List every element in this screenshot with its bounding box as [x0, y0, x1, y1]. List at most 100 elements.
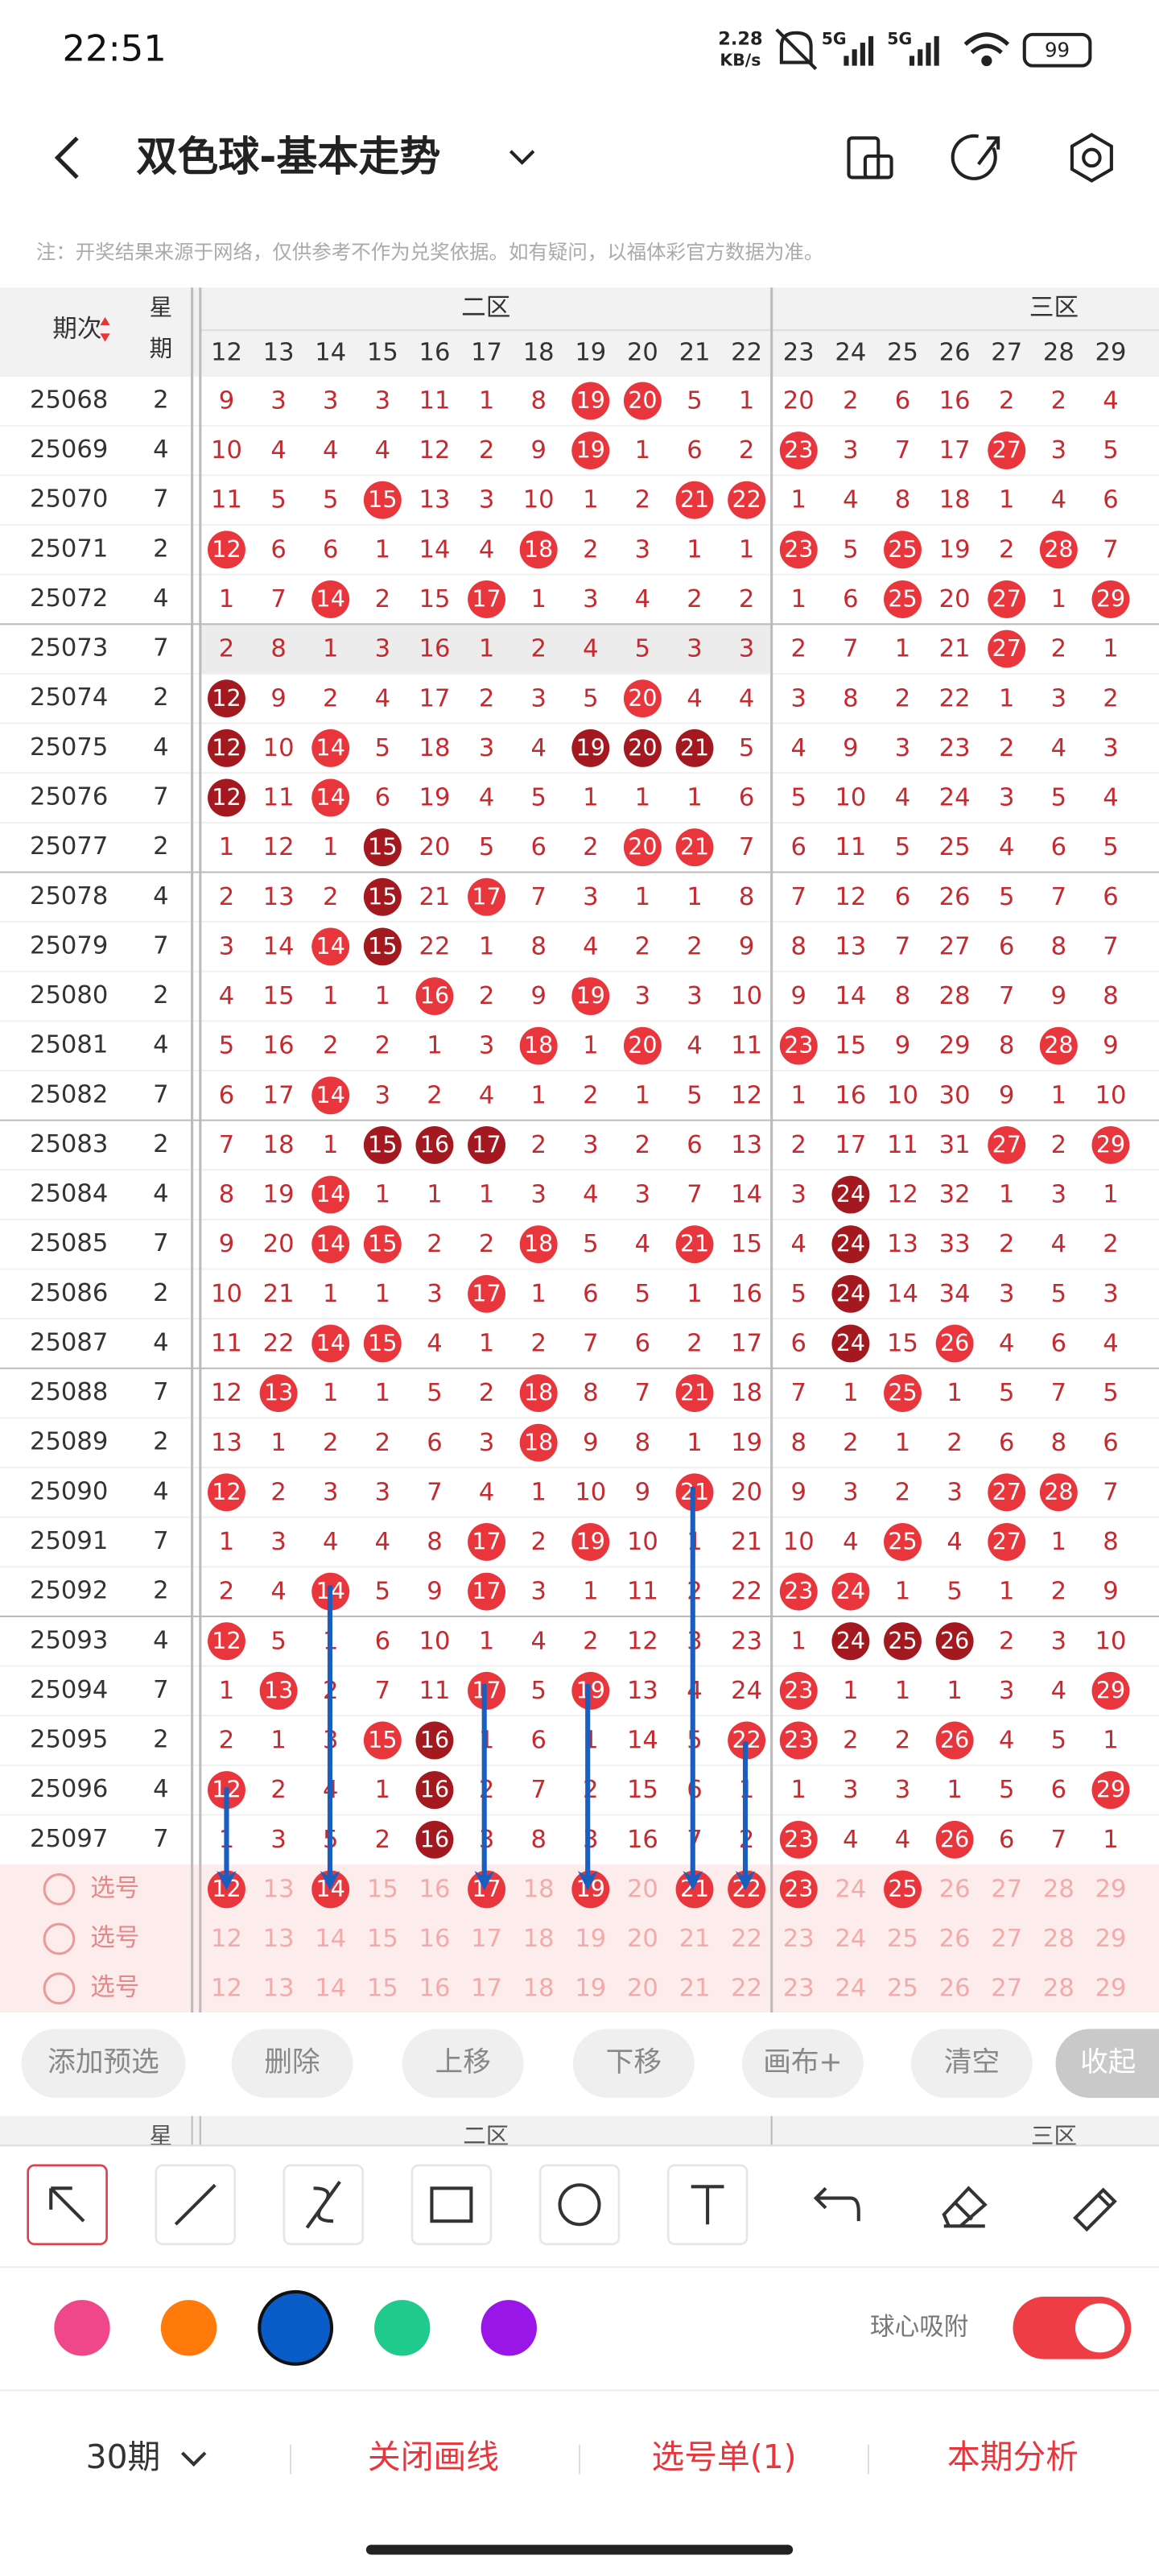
- ball-number[interactable]: 19: [576, 1875, 605, 1902]
- footer-button[interactable]: 关闭画线: [368, 2438, 499, 2476]
- period-header[interactable]: 期次: [52, 316, 101, 344]
- ball-number: 23: [784, 1825, 813, 1852]
- select-number[interactable]: 15: [367, 1875, 398, 1903]
- select-number[interactable]: 19: [575, 1925, 606, 1953]
- select-number[interactable]: 19: [575, 1975, 606, 2003]
- select-number[interactable]: 12: [211, 1975, 242, 2003]
- select-number[interactable]: 28: [1043, 1975, 1074, 2003]
- select-number[interactable]: 14: [315, 1925, 346, 1953]
- select-radio[interactable]: [43, 1922, 76, 1955]
- select-number[interactable]: 27: [991, 1925, 1022, 1953]
- select-number[interactable]: 12: [211, 1925, 242, 1953]
- select-number[interactable]: 23: [783, 1925, 815, 1953]
- button-bg[interactable]: [402, 2029, 524, 2099]
- tool-clear[interactable]: [1073, 2187, 1117, 2232]
- ball[interactable]: [884, 1870, 922, 1909]
- select-number[interactable]: 27: [991, 1975, 1022, 2003]
- action-button[interactable]: 下移: [606, 2046, 662, 2079]
- select-number[interactable]: 26: [939, 1875, 971, 1903]
- color-swatch[interactable]: [160, 2300, 217, 2356]
- select-number[interactable]: 29: [1095, 1875, 1127, 1903]
- tool-undo[interactable]: [813, 2186, 860, 2222]
- ball-number[interactable]: 25: [888, 1875, 917, 1902]
- select-number[interactable]: 24: [835, 1975, 866, 2003]
- tool-frame[interactable]: [283, 2164, 365, 2246]
- select-number[interactable]: 20: [627, 1925, 658, 1953]
- share-button[interactable]: [951, 134, 1000, 180]
- select-number[interactable]: 21: [679, 1925, 711, 1953]
- tool-circle[interactable]: [558, 2183, 601, 2227]
- color-swatch[interactable]: [54, 2300, 110, 2356]
- button-bg[interactable]: [21, 2029, 186, 2099]
- tool-frame[interactable]: [27, 2164, 108, 2246]
- tool-line[interactable]: [174, 2183, 217, 2226]
- select-number[interactable]: 14: [315, 1975, 346, 2003]
- button-bg[interactable]: [1055, 2029, 1159, 2099]
- action-button[interactable]: 删除: [264, 2046, 320, 2079]
- select-number[interactable]: 15: [367, 1975, 398, 2003]
- select-number[interactable]: 20: [627, 1875, 658, 1903]
- ball[interactable]: [779, 1870, 818, 1909]
- action-button[interactable]: 添加预选: [47, 2046, 159, 2079]
- select-number[interactable]: 24: [835, 1875, 866, 1903]
- select-number[interactable]: 20: [627, 1975, 658, 2003]
- settings-button[interactable]: [1070, 132, 1113, 183]
- tool-select[interactable]: [49, 2186, 85, 2223]
- select-radio[interactable]: [43, 1972, 76, 2005]
- select-radio[interactable]: [43, 1873, 76, 1905]
- select-number[interactable]: 13: [263, 1925, 295, 1953]
- select-number[interactable]: 25: [887, 1975, 918, 2003]
- select-number[interactable]: 24: [835, 1925, 866, 1953]
- tool-frame[interactable]: [538, 2164, 621, 2246]
- select-number[interactable]: 13: [263, 1875, 295, 1903]
- action-button[interactable]: 上移: [435, 2046, 491, 2079]
- title-dropdown[interactable]: [509, 150, 535, 165]
- tool-rect[interactable]: [430, 2186, 473, 2223]
- select-number[interactable]: 28: [1043, 1875, 1074, 1903]
- action-button[interactable]: 清空: [944, 2046, 1000, 2079]
- back-button[interactable]: [54, 136, 79, 180]
- action-button[interactable]: 收起: [1080, 2046, 1136, 2079]
- select-number[interactable]: 29: [1095, 1925, 1127, 1953]
- select-number[interactable]: 18: [523, 1875, 555, 1903]
- rotate-button[interactable]: [847, 136, 893, 180]
- tool-curve[interactable]: [305, 2180, 341, 2229]
- tool-text[interactable]: [691, 2185, 724, 2225]
- select-number[interactable]: 28: [1043, 1925, 1074, 1953]
- select-number[interactable]: 26: [939, 1925, 971, 1953]
- tool-frame[interactable]: [410, 2164, 493, 2246]
- action-button[interactable]: 画布+: [763, 2046, 842, 2079]
- select-number[interactable]: 16: [419, 1875, 450, 1903]
- footer-button[interactable]: 选号单(1): [651, 2438, 796, 2476]
- period-select[interactable]: 30期: [86, 2438, 161, 2476]
- color-swatch[interactable]: [374, 2300, 431, 2356]
- select-number[interactable]: 22: [731, 1925, 762, 1953]
- select-number[interactable]: 27: [991, 1875, 1022, 1903]
- button-bg[interactable]: [741, 2029, 864, 2099]
- footer-button[interactable]: 本期分析: [947, 2438, 1079, 2476]
- select-number[interactable]: 17: [471, 1925, 502, 1953]
- tool-frame[interactable]: [155, 2164, 237, 2246]
- button-bg[interactable]: [231, 2029, 353, 2099]
- tool-eraser[interactable]: [942, 2186, 988, 2228]
- select-number[interactable]: 15: [367, 1925, 398, 1953]
- select-number[interactable]: 21: [679, 1975, 711, 2003]
- select-number[interactable]: 16: [419, 1925, 450, 1953]
- select-number[interactable]: 13: [263, 1975, 295, 2003]
- select-number[interactable]: 25: [887, 1925, 918, 1953]
- select-number[interactable]: 26: [939, 1975, 971, 2003]
- color-swatch[interactable]: [258, 2289, 334, 2366]
- color-swatch[interactable]: [481, 2300, 537, 2356]
- button-bg[interactable]: [572, 2029, 695, 2099]
- select-number[interactable]: 22: [731, 1975, 762, 2003]
- select-number[interactable]: 16: [419, 1975, 450, 2003]
- select-number[interactable]: 18: [523, 1925, 555, 1953]
- ball-number[interactable]: 23: [784, 1875, 813, 1902]
- select-number[interactable]: 29: [1095, 1975, 1127, 2003]
- select-number[interactable]: 17: [471, 1975, 502, 2003]
- select-number[interactable]: 23: [783, 1975, 815, 2003]
- select-number[interactable]: 18: [523, 1975, 555, 2003]
- ball: [988, 1523, 1026, 1561]
- button-bg[interactable]: [911, 2029, 1033, 2099]
- tool-frame[interactable]: [666, 2164, 749, 2246]
